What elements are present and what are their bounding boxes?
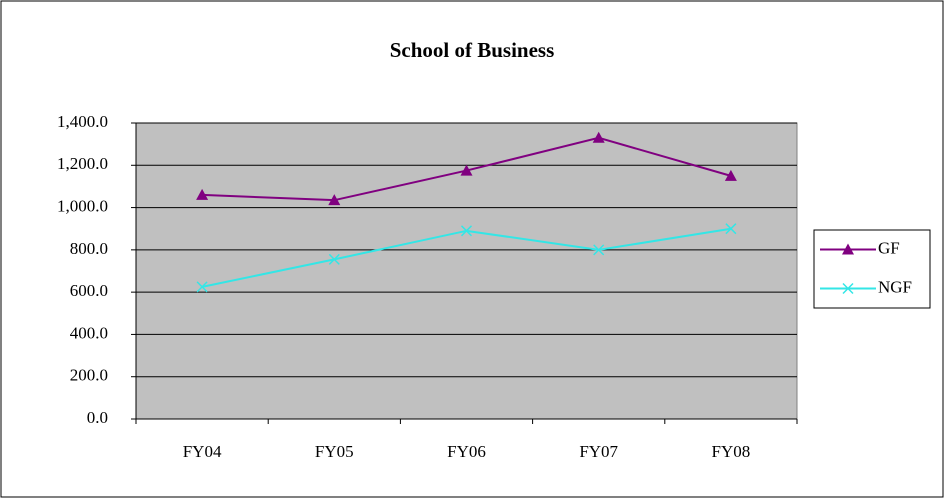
- legend-label: GF: [878, 238, 900, 257]
- x-tick-label: FY05: [315, 442, 354, 461]
- y-tick-label: 1,200.0: [57, 154, 108, 173]
- point-marker: [328, 253, 340, 265]
- y-tick-label: 200.0: [70, 366, 108, 385]
- point-marker: [328, 194, 341, 206]
- point-marker: [460, 225, 473, 237]
- point-marker: [196, 281, 208, 293]
- legend-label: NGF: [878, 277, 912, 296]
- x-tick-label: FY08: [712, 442, 751, 461]
- y-tick-label: 800.0: [70, 239, 108, 258]
- point-marker: [725, 223, 737, 235]
- legend-marker: [842, 243, 854, 255]
- legend-box: [813, 229, 931, 309]
- point-marker: [724, 169, 737, 181]
- y-tick-label: 600.0: [70, 281, 108, 300]
- y-tick-label: 1,000.0: [57, 196, 108, 215]
- x-tick-label: FY06: [447, 442, 486, 461]
- y-tick-label: 1,400.0: [57, 112, 108, 131]
- chart-title: School of Business: [390, 38, 555, 62]
- point-marker: [593, 244, 605, 256]
- point-marker: [592, 131, 605, 143]
- y-tick-label: 400.0: [70, 323, 108, 342]
- y-tick-label: 0.0: [87, 408, 108, 427]
- point-marker: [460, 164, 473, 176]
- x-tick-label: FY07: [579, 442, 618, 461]
- point-marker: [196, 188, 209, 200]
- legend-marker: [842, 282, 854, 295]
- x-tick-label: FY04: [183, 442, 222, 461]
